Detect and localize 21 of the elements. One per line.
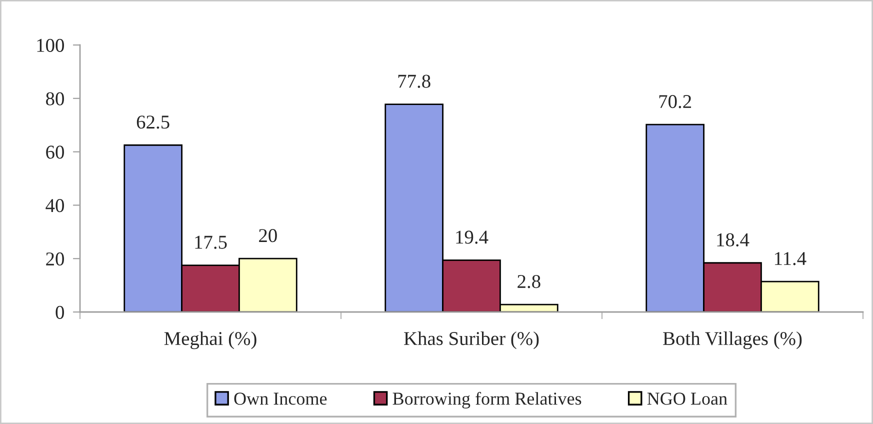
y-tick-label: 80 (46, 92, 64, 106)
data-label: 11.4 (774, 252, 806, 266)
x-tick-label: Both Villages (%) (663, 331, 802, 350)
data-label: 20 (259, 229, 277, 242)
y-tick-label: 100 (37, 38, 64, 52)
x-tick-label: Meghai (%) (164, 331, 256, 350)
legend-label: Borrowing form Relatives (392, 392, 582, 409)
data-label: 62.5 (136, 116, 170, 129)
legend-label: NGO Loan (647, 392, 728, 405)
legend-label: Own Income (234, 392, 327, 405)
y-tick-label: 20 (46, 252, 64, 266)
data-label: 77.8 (398, 74, 430, 88)
data-label: 2.8 (518, 274, 540, 288)
x-tick-label: Khas Suriber (%) (404, 331, 539, 350)
data-label: 19.4 (456, 230, 488, 244)
data-label: 18.4 (717, 233, 750, 247)
data-label: 70.2 (659, 94, 692, 108)
data-label: 17.5 (195, 236, 227, 249)
y-tick-label: 60 (46, 146, 64, 159)
y-tick-label: 0 (56, 306, 64, 319)
y-tick-label: 40 (46, 199, 64, 212)
